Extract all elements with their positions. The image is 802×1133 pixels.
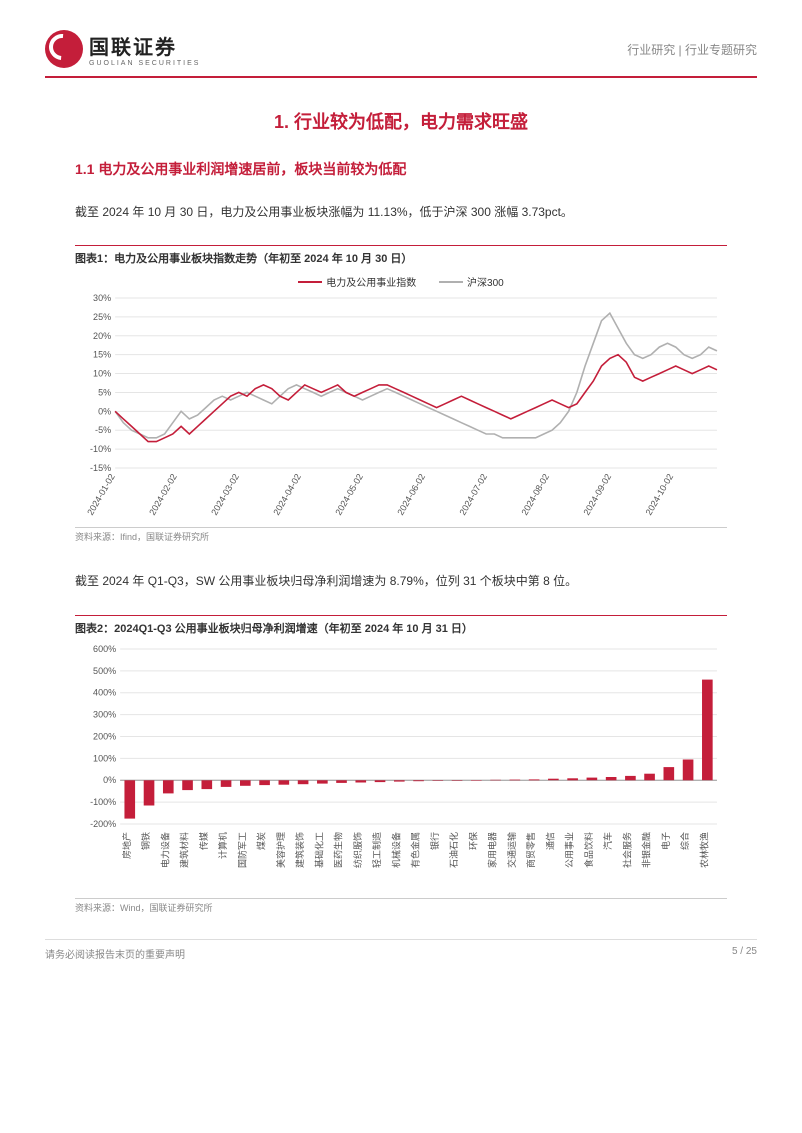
company-name-cn: 国联证券 [89,31,200,60]
header-category: 行业研究 | 行业专题研究 [627,41,757,58]
svg-text:2024-04-02: 2024-04-02 [271,472,303,517]
svg-text:国防军工: 国防军工 [236,832,247,868]
chart2-source: 资料来源：Wind，国联证券研究所 [75,898,727,914]
svg-text:有色金属: 有色金属 [410,832,421,868]
svg-text:钢铁: 钢铁 [140,832,151,850]
svg-text:食品饮料: 食品饮料 [583,832,594,868]
svg-text:25%: 25% [93,312,111,322]
svg-text:农林牧渔: 农林牧渔 [698,832,709,868]
chart1-legend: 电力及公用事业指数 沪深300 [75,274,727,289]
chart1-source: 资料来源：Ifind，国联证券研究所 [75,527,727,543]
svg-text:家用电器: 家用电器 [487,832,498,868]
footer-page-number: 5 / 25 [732,946,757,961]
svg-text:汽车: 汽车 [602,832,613,850]
svg-text:商贸零售: 商贸零售 [525,832,536,868]
svg-text:2024-05-02: 2024-05-02 [333,472,365,517]
svg-text:传媒: 传媒 [198,832,209,850]
svg-text:社会服务: 社会服务 [621,832,632,868]
chart2-bar-chart: -200% -100% 0% 100% 200% 300% 400% 500% 600% 房地产钢… [75,644,727,894]
chart1-title: 图表1：电力及公用事业板块指数走势（年初至 2024 年 10 月 30 日） [75,245,727,266]
svg-text:-10%: -10% [90,445,111,455]
paragraph-2: 截至 2024 年 Q1-Q3，SW 公用事业板块归母净利润增速为 8.79%，… [75,568,727,594]
svg-text:0%: 0% [98,407,111,417]
svg-text:综合: 综合 [679,832,690,850]
svg-text:400%: 400% [93,688,116,698]
svg-text:环保: 环保 [467,832,478,850]
svg-text:房地产: 房地产 [121,832,132,859]
svg-text:交通运输: 交通运输 [506,832,517,868]
svg-text:15%: 15% [93,350,111,360]
svg-text:建筑材料: 建筑材料 [179,832,190,868]
svg-text:2024-08-02: 2024-08-02 [519,472,551,517]
svg-text:200%: 200% [93,731,116,741]
svg-text:纺织服饰: 纺织服饰 [352,832,363,868]
svg-text:0%: 0% [103,775,116,785]
legend-label: 沪深300 [467,274,504,289]
svg-text:-5%: -5% [95,426,111,436]
legend-label: 电力及公用事业指数 [326,274,416,289]
svg-text:基础化工: 基础化工 [313,832,324,868]
svg-text:10%: 10% [93,369,111,379]
svg-text:2024-01-02: 2024-01-02 [85,472,117,517]
logo-icon [45,30,83,68]
svg-text:石油石化: 石油石化 [448,832,459,868]
svg-text:20%: 20% [93,331,111,341]
svg-text:500%: 500% [93,666,116,676]
section-title: 1. 行业较为低配，电力需求旺盛 [75,108,727,134]
svg-text:2024-10-02: 2024-10-02 [644,472,676,517]
svg-text:公用事业: 公用事业 [564,832,575,868]
svg-text:电子: 电子 [660,832,671,850]
page-header: 国联证券 GUOLIAN SECURITIES 行业研究 | 行业专题研究 [45,30,757,78]
svg-text:2024-09-02: 2024-09-02 [581,472,613,517]
svg-text:建筑装饰: 建筑装饰 [294,832,305,868]
company-name-en: GUOLIAN SECURITIES [89,60,200,67]
svg-text:非银金融: 非银金融 [641,832,652,868]
svg-text:电力设备: 电力设备 [159,832,170,868]
svg-text:计算机: 计算机 [217,832,228,859]
svg-text:300%: 300% [93,709,116,719]
svg-text:2024-02-02: 2024-02-02 [147,472,179,517]
svg-text:100%: 100% [93,753,116,763]
chart2-title: 图表2：2024Q1-Q3 公用事业板块归母净利润增速（年初至 2024 年 1… [75,615,727,636]
svg-text:2024-07-02: 2024-07-02 [457,472,489,517]
chart1-line-chart: -15% -10% -5% 0% 5% 10% 15% 20% 25% 30% 2024-01-02… [75,293,727,523]
page-footer: 请务必阅读报告末页的重要声明 5 / 25 [45,939,757,961]
svg-text:-15%: -15% [90,463,111,473]
svg-text:2024-06-02: 2024-06-02 [395,472,427,517]
svg-text:通信: 通信 [544,832,555,850]
svg-text:银行: 银行 [429,832,440,850]
svg-text:-100%: -100% [90,797,116,807]
svg-text:2024-03-02: 2024-03-02 [209,472,241,517]
subsection-title: 1.1 电力及公用事业利润增速居前，板块当前较为低配 [75,159,727,179]
svg-text:-200%: -200% [90,819,116,829]
company-logo: 国联证券 GUOLIAN SECURITIES [45,30,200,68]
paragraph-1: 截至 2024 年 10 月 30 日，电力及公用事业板块涨幅为 11.13%，… [75,199,727,225]
svg-text:600%: 600% [93,644,116,654]
footer-disclaimer: 请务必阅读报告末页的重要声明 [45,946,185,961]
svg-text:轻工制造: 轻工制造 [371,832,382,868]
svg-text:煤炭: 煤炭 [256,832,267,850]
svg-text:美容护理: 美容护理 [275,832,286,868]
svg-text:5%: 5% [98,388,111,398]
svg-text:医药生物: 医药生物 [333,832,344,868]
svg-text:机械设备: 机械设备 [390,832,401,868]
svg-text:30%: 30% [93,293,111,303]
